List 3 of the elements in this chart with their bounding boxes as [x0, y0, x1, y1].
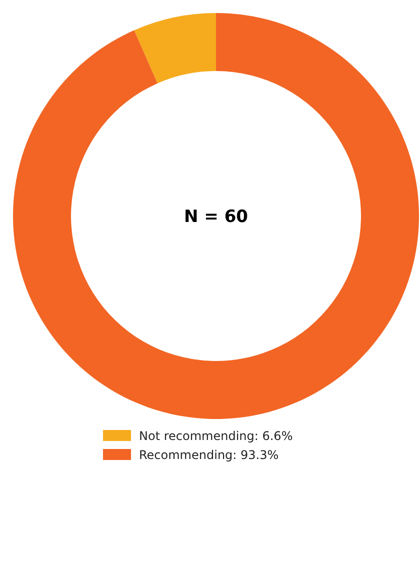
text: N = 60: [184, 207, 248, 227]
legend-label: Not recommending: 6.6%: [139, 429, 293, 443]
legend-label: Recommending: 93.3%: [139, 448, 279, 462]
